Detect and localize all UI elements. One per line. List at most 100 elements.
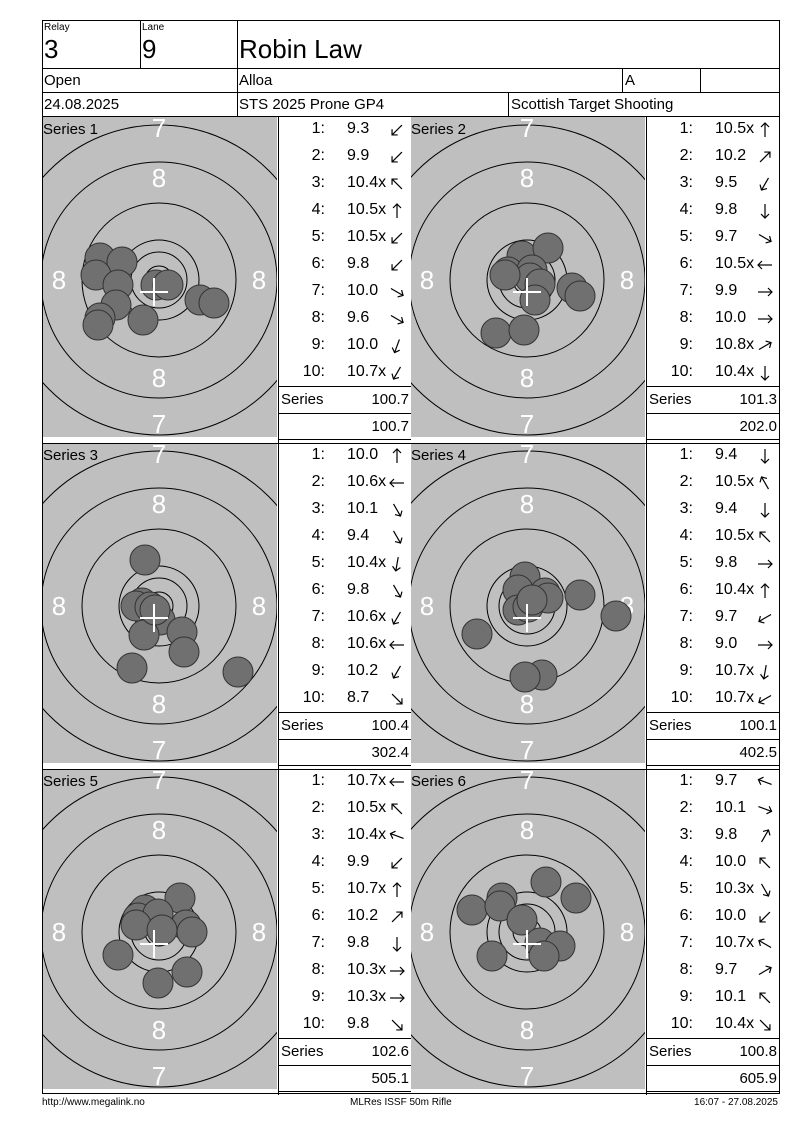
direction-arrow-icon — [758, 340, 772, 351]
series-sum-row: Series 100.8 — [649, 1043, 781, 1069]
target: 7 7 8 8 8 8 Series 3 — [43, 443, 277, 763]
shot-hit — [461, 618, 493, 650]
shot-row: 10: 10.4x — [647, 363, 779, 387]
direction-arrow-icon — [759, 531, 771, 543]
shot-number: 10: — [670, 1015, 693, 1032]
shot-number: 4: — [311, 853, 325, 870]
running-total: 605.9 — [739, 1070, 777, 1087]
shot-row: 3: 10.1 — [279, 500, 411, 524]
rule — [42, 20, 43, 1093]
target-ring — [486, 891, 568, 973]
rule — [646, 117, 647, 443]
footer-url[interactable]: http://www.megalink.no — [42, 1097, 145, 1108]
target-ring — [81, 528, 237, 684]
shot-score: 9.8 — [715, 826, 738, 843]
direction-arrow-icon — [760, 665, 769, 680]
shot-number: 8: — [679, 635, 693, 652]
shot-row: 9: 10.7x — [647, 662, 779, 686]
series-sum-row: Series 101.3 — [649, 391, 781, 417]
running-total: 302.4 — [371, 744, 409, 761]
series-total: 100.1 — [739, 717, 777, 734]
shot-row: 1: 10.7x — [279, 772, 411, 796]
running-total: 505.1 — [371, 1070, 409, 1087]
series-sum-row: Series 102.6 — [281, 1043, 413, 1069]
shot-score: 10.0 — [347, 336, 379, 353]
rule — [647, 1038, 779, 1039]
direction-arrow-icon — [758, 233, 772, 244]
direction-arrow-icon — [757, 776, 772, 785]
shot-number: 1: — [311, 120, 325, 137]
direction-arrow-icon — [760, 829, 771, 843]
shot-number: 4: — [679, 201, 693, 218]
ring-number: 7 — [152, 1061, 166, 1089]
shot-row: 7: 9.9 — [647, 282, 779, 306]
shot-score: 9.9 — [715, 282, 738, 299]
shot-number: 8: — [311, 309, 325, 326]
shot-score: 10.3x — [347, 961, 387, 978]
shot-hit — [508, 314, 540, 346]
shot-number: 5: — [679, 880, 693, 897]
shot-row: 3: 9.5 — [647, 174, 779, 198]
running-total-row: 402.5 — [649, 744, 781, 770]
shot-number: 8: — [679, 961, 693, 978]
shot-row: 9: 10.2 — [279, 662, 411, 686]
shot-number: 9: — [311, 988, 325, 1005]
direction-arrow-icon — [760, 366, 770, 381]
shot-score: 9.8 — [715, 201, 738, 218]
shot-number: 4: — [679, 527, 693, 544]
shot-score: 9.9 — [347, 147, 370, 164]
direction-arrow-icon — [392, 203, 402, 218]
shot-row: 1: 10.5x — [647, 120, 779, 144]
shot-score: 9.7 — [715, 961, 738, 978]
target-ring — [411, 776, 645, 1088]
shot-number: 6: — [679, 255, 693, 272]
series-sum-row: Series 100.1 — [649, 717, 781, 743]
series-label: Series 5 — [43, 773, 99, 790]
target-ring — [43, 161, 277, 399]
rule — [140, 20, 141, 68]
direction-arrow-icon — [757, 260, 772, 270]
direction-arrow-icon — [391, 366, 402, 380]
relay-label: Relay — [44, 22, 70, 33]
direction-arrow-icon — [392, 530, 403, 544]
shot-number: 10: — [670, 363, 693, 380]
direction-arrow-icon — [760, 503, 770, 518]
shot-number: 4: — [311, 527, 325, 544]
shot-hit — [176, 916, 208, 948]
ring-number: 8 — [620, 265, 634, 295]
shot-score: 9.4 — [347, 527, 370, 544]
shot-hit — [528, 940, 560, 972]
shot-score: 9.4 — [715, 500, 738, 517]
shot-row: 9: 10.8x — [647, 336, 779, 360]
relay-value: 3 — [44, 34, 59, 64]
shot-number: 6: — [311, 907, 325, 924]
shot-number: 5: — [311, 880, 325, 897]
shot-score: 9.8 — [347, 581, 370, 598]
direction-arrow-icon — [392, 937, 402, 952]
shot-number: 3: — [679, 174, 693, 191]
direction-arrow-icon — [390, 314, 404, 325]
shot-hit — [484, 890, 516, 922]
ring-number: 7 — [152, 409, 166, 437]
direction-arrow-icon — [389, 830, 404, 839]
series-label: Series 4 — [411, 447, 467, 464]
direction-arrow-icon — [390, 287, 404, 298]
shot-score: 10.5x — [715, 120, 755, 137]
footer-timestamp: 16:07 - 27.08.2025 — [694, 1097, 778, 1108]
shot-score: 10.4x — [347, 554, 387, 571]
shot-row: 2: 10.6x — [279, 473, 411, 497]
rule — [278, 769, 279, 1095]
shot-score: 10.7x — [347, 363, 387, 380]
direction-arrow-icon — [389, 777, 404, 787]
shot-score: 10.6x — [347, 608, 387, 625]
shot-score: 10.0 — [347, 282, 379, 299]
shot-row: 7: 10.6x — [279, 608, 411, 632]
rule — [647, 1065, 779, 1066]
shot-number: 4: — [311, 201, 325, 218]
target-ring — [411, 813, 645, 1051]
direction-arrow-icon — [760, 449, 770, 464]
ring-number: 8 — [420, 917, 434, 947]
shot-number: 1: — [679, 772, 693, 789]
